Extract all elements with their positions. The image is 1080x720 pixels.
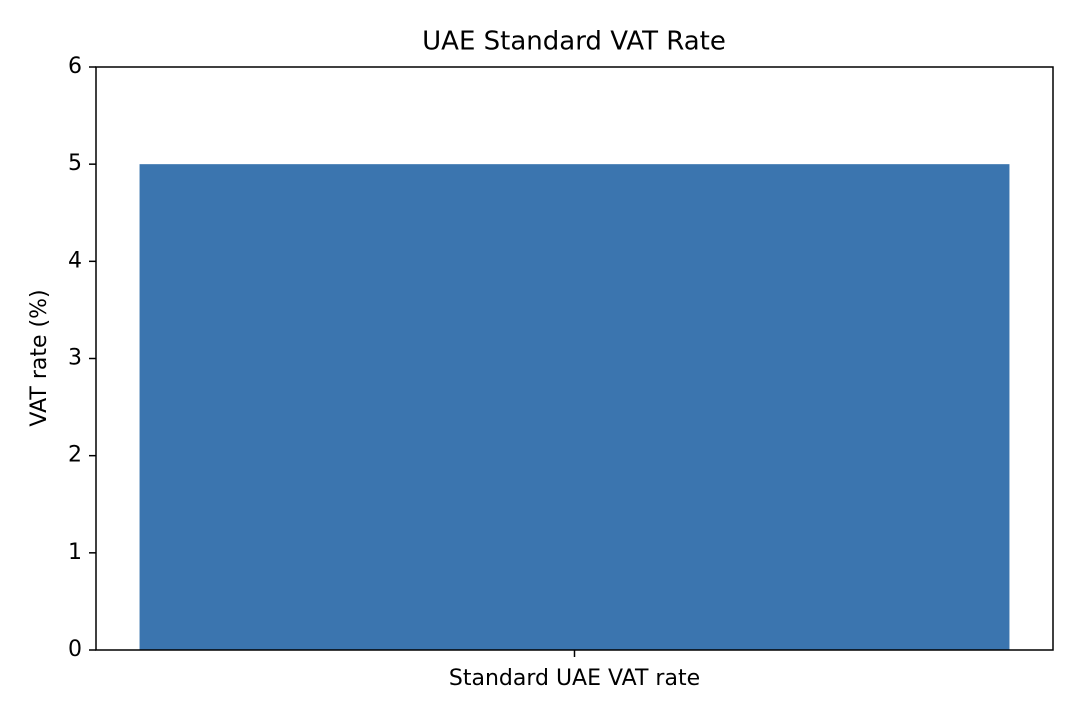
y-tick-label: 1	[68, 540, 82, 565]
bar	[139, 164, 1010, 650]
y-tick-label: 5	[68, 151, 82, 176]
y-tick-label: 0	[68, 637, 82, 662]
y-axis-label: VAT rate (%)	[27, 289, 52, 426]
y-tick-label: 6	[68, 54, 82, 79]
x-tick-label: Standard UAE VAT rate	[449, 666, 700, 691]
y-tick-label: 4	[68, 248, 82, 273]
axes-frame	[95, 66, 1054, 651]
y-tick-label: 2	[68, 443, 82, 468]
chart-title: UAE Standard VAT Rate	[422, 27, 726, 57]
y-tick-label: 3	[68, 346, 82, 371]
